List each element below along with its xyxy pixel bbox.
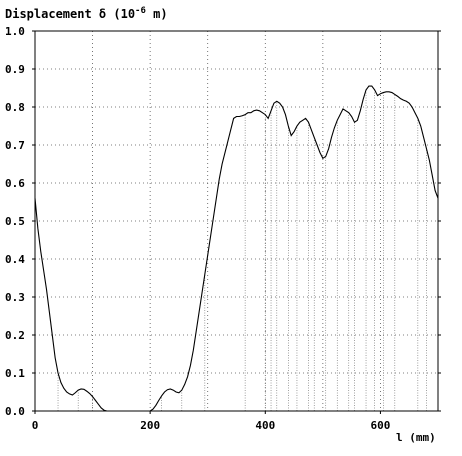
displacement-series-line	[34, 85, 439, 412]
y-tick-label: 0.3	[5, 291, 25, 304]
x-tick-label: 0	[32, 419, 39, 432]
chart-title-unit: m)	[146, 7, 168, 21]
y-tick-label: 0.8	[5, 101, 25, 114]
axis-ticks: 0.0 0.1 0.2 0.3 0.4 0.5 0.6 0.7 0.8 0.9 1.0 0 200 400…	[5, 25, 441, 432]
support-lines	[57, 89, 427, 411]
chart-title-main: Displacement δ (10	[5, 7, 135, 21]
chart-title: Displacement δ (10-6 m)	[5, 6, 168, 21]
x-axis-label: l (mm)	[396, 431, 436, 444]
y-tick-label: 0.4	[5, 253, 25, 266]
grid	[35, 31, 438, 411]
y-tick-label: 0.0	[5, 405, 25, 418]
x-tick-label: 600	[370, 419, 390, 432]
x-tick-label: 400	[255, 419, 275, 432]
y-tick-label: 0.9	[5, 63, 25, 76]
x-tick-label: 200	[140, 419, 160, 432]
y-tick-label: 0.5	[5, 215, 25, 228]
y-tick-label: 0.2	[5, 329, 25, 342]
chart-title-exponent: -6	[135, 6, 146, 16]
y-tick-label: 1.0	[5, 25, 25, 38]
y-tick-label: 0.7	[5, 139, 25, 152]
y-tick-label: 0.1	[5, 367, 25, 380]
y-tick-label: 0.6	[5, 177, 25, 190]
